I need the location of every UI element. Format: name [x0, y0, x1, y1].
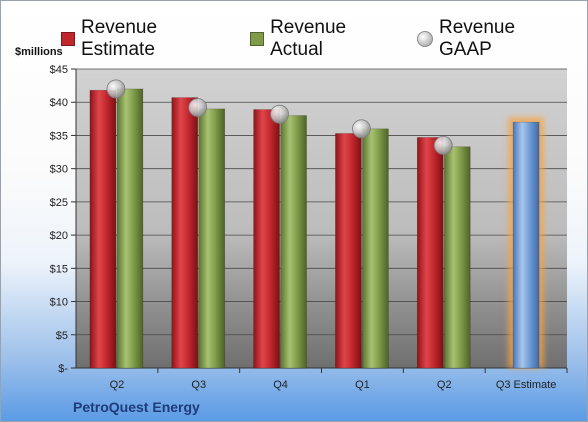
legend-item-revenue-actual: Revenue Actual — [250, 17, 403, 61]
legend-marker-revenue-gaap — [417, 31, 433, 47]
y-tick-label: $35 — [50, 130, 68, 142]
marker-revenue-gaap — [433, 136, 453, 155]
bar-revenue-estimate — [171, 97, 199, 369]
bar-revenue-estimate — [335, 133, 362, 369]
marker-revenue-gaap — [270, 104, 289, 124]
bar-revenue-actual — [198, 108, 226, 369]
x-tick-label: Q2 — [110, 379, 125, 391]
legend-swatch-revenue-actual — [250, 32, 265, 46]
y-tick-label: $25 — [50, 197, 68, 209]
marker-revenue-gaap — [106, 79, 126, 99]
legend-label-revenue-actual: Revenue Actual — [270, 17, 347, 60]
legend-label-revenue-gaap: Revenue GAAP — [439, 17, 516, 60]
bar-revenue-actual — [443, 146, 471, 369]
bar-revenue-actual — [280, 115, 307, 369]
x-tick-label: Q3 Estimate — [496, 379, 557, 391]
marker-revenue-gaap — [188, 98, 208, 117]
legend: Revenue Estimate Revenue Actual Revenue … — [61, 17, 587, 61]
y-axis-unit-label: $millions — [15, 46, 63, 58]
legend-item-revenue-estimate: Revenue Estimate — [61, 17, 236, 61]
company-name: PetroQuest Energy — [73, 399, 200, 415]
bar-revenue-estimate — [89, 89, 117, 369]
bars — [89, 88, 545, 369]
gaap-markers — [106, 79, 453, 155]
x-tick-label: Q3 — [191, 379, 206, 391]
y-tick-label: $- — [58, 363, 68, 375]
x-tick-label: Q2 — [437, 379, 452, 391]
y-tick-label: $45 — [50, 64, 68, 76]
legend-item-revenue-gaap: Revenue GAAP — [417, 17, 573, 61]
y-tick-label: $40 — [50, 97, 68, 109]
gridlines — [76, 68, 567, 336]
bar-revenue-actual — [362, 128, 389, 369]
tick-labels: $- $5 $10 $15 $20 $25 $30 $35 $40 $45 Q2 Q3 Q4 Q1 Q2 Q3… — [50, 64, 557, 391]
bar-q3-estimate — [512, 121, 540, 369]
y-tick-label: $20 — [50, 230, 68, 242]
y-tick-label: $10 — [50, 297, 68, 309]
marker-revenue-gaap — [352, 119, 371, 139]
y-tick-label: $5 — [56, 330, 68, 342]
bar-revenue-estimate — [416, 137, 444, 369]
y-tick-label: $15 — [50, 263, 68, 275]
x-tick-label: Q1 — [355, 379, 370, 391]
y-tick-label: $30 — [50, 164, 68, 176]
x-tick-label: Q4 — [273, 379, 288, 391]
plot-background — [76, 69, 567, 368]
bar-revenue-estimate — [253, 109, 280, 369]
legend-label-revenue-estimate: Revenue Estimate — [80, 17, 158, 60]
bar-revenue-actual — [116, 88, 144, 369]
legend-swatch-revenue-estimate — [61, 32, 75, 46]
axes — [71, 68, 568, 373]
